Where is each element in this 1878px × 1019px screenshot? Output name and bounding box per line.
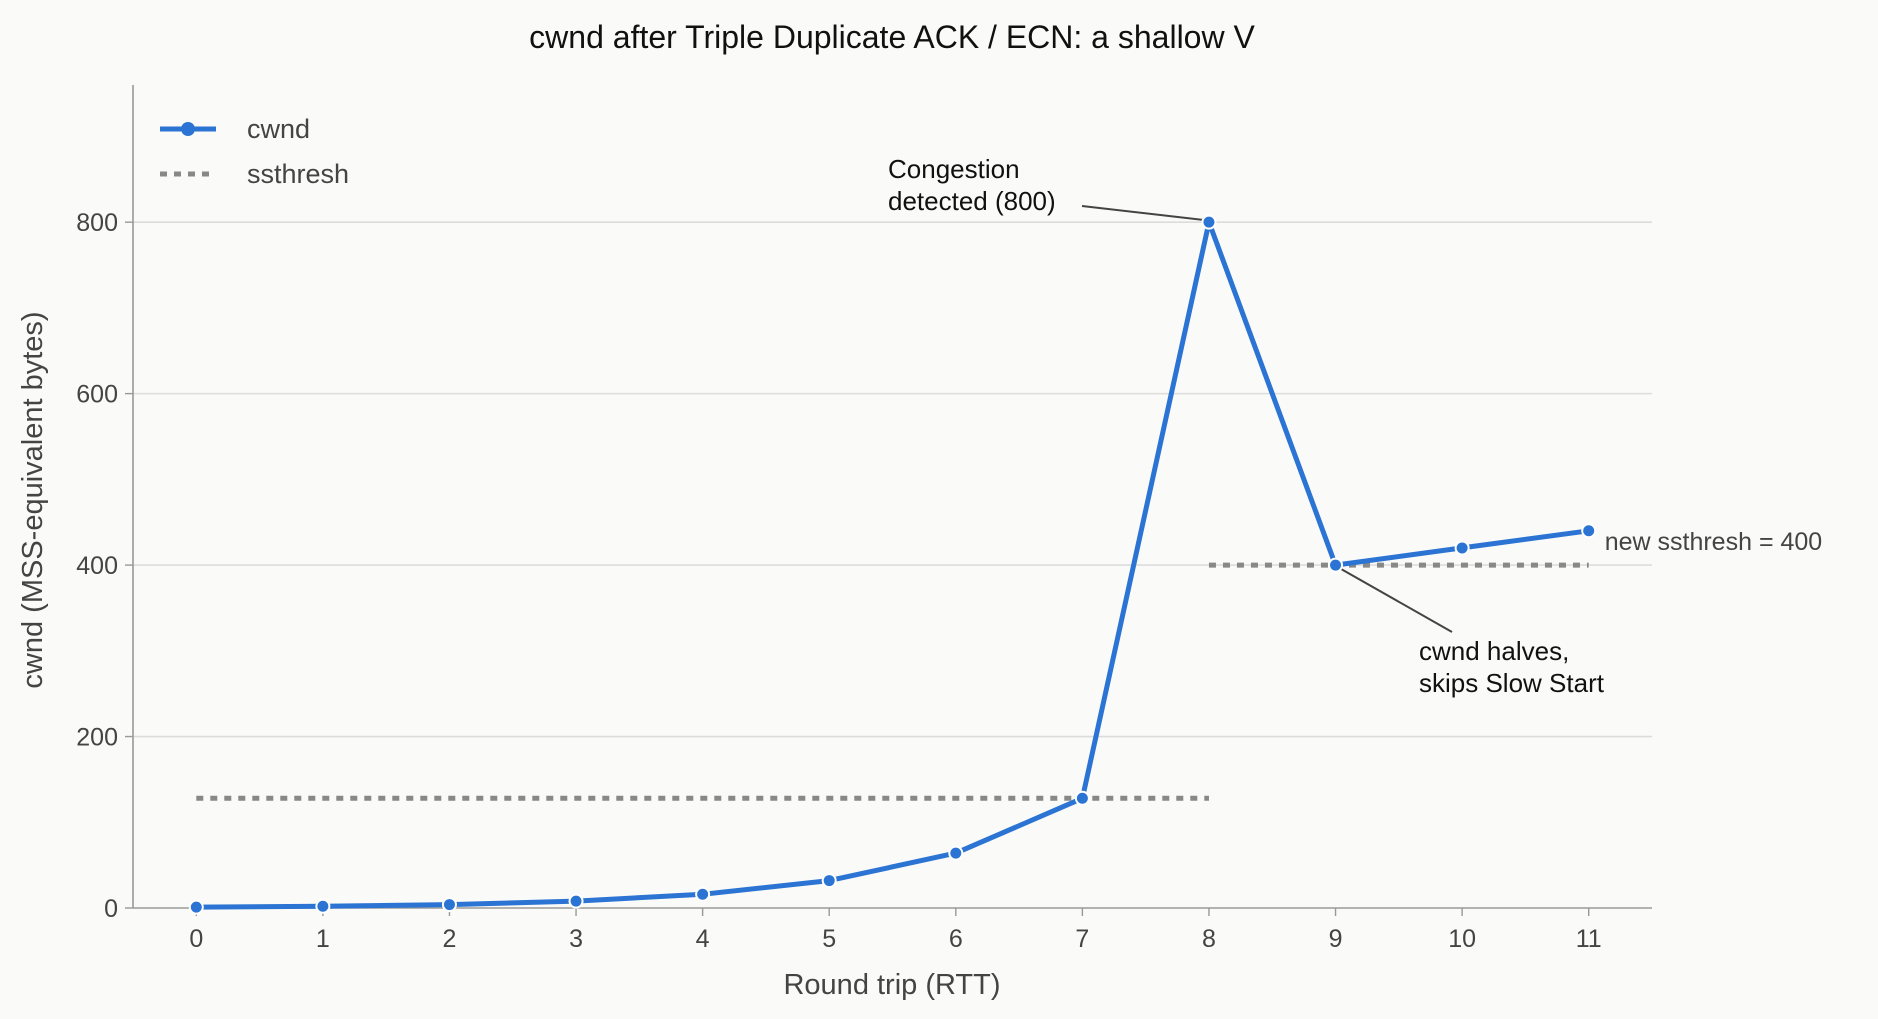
legend: cwnd ssthresh bbox=[160, 114, 349, 189]
cwnd-point bbox=[441, 897, 457, 913]
legend-cwnd-marker bbox=[181, 122, 195, 136]
annotation-leaders bbox=[1081, 205, 1453, 633]
y-tick-label: 400 bbox=[76, 552, 118, 580]
cwnd-point bbox=[1074, 790, 1090, 806]
x-tick-label: 9 bbox=[1329, 925, 1343, 953]
legend-label-ssthresh: ssthresh bbox=[247, 159, 349, 189]
y-tick-label: 0 bbox=[104, 895, 118, 923]
ssthresh-series bbox=[196, 562, 1589, 801]
x-tick-label: 6 bbox=[949, 925, 963, 953]
x-axis-label: Round trip (RTT) bbox=[783, 969, 1000, 1001]
x-tick-label: 3 bbox=[569, 925, 583, 953]
annotation-line: Congestion bbox=[888, 154, 1020, 184]
x-tick-label: 4 bbox=[696, 925, 710, 953]
cwnd-line bbox=[196, 219, 1590, 910]
y-axis-label: cwnd (MSS-equivalent bytes) bbox=[17, 311, 49, 688]
y-tick-label: 600 bbox=[76, 381, 118, 409]
cwnd-point bbox=[695, 886, 711, 902]
cwnd-point bbox=[948, 845, 964, 861]
cwnd-series bbox=[188, 214, 1597, 915]
y-tick-label: 800 bbox=[76, 209, 118, 237]
ssthresh-side-label: new ssthresh = 400 bbox=[1605, 528, 1823, 556]
cwnd-point bbox=[821, 873, 837, 889]
annotations: Congestion detected (800) cwnd halves, skip… bbox=[888, 154, 1822, 698]
annotation-leader bbox=[1339, 567, 1453, 633]
x-tick-label: 5 bbox=[822, 925, 836, 953]
cwnd-point bbox=[188, 899, 204, 915]
annotation-line: skips Slow Start bbox=[1419, 668, 1605, 698]
cwnd-point bbox=[1581, 523, 1597, 539]
x-tick-label: 0 bbox=[189, 925, 203, 953]
cwnd-point bbox=[1454, 540, 1470, 556]
cwnd-point bbox=[568, 893, 584, 909]
x-tick-label: 2 bbox=[443, 925, 457, 953]
x-tick-label: 10 bbox=[1448, 925, 1476, 953]
legend-label-cwnd: cwnd bbox=[247, 114, 310, 144]
annotation-congestion: Congestion detected (800) bbox=[888, 154, 1056, 216]
chart-title: cwnd after Triple Duplicate ACK / ECN: a… bbox=[529, 19, 1255, 55]
x-tick-label: 8 bbox=[1202, 925, 1216, 953]
grid-lines bbox=[133, 221, 1652, 738]
annotation-line: detected (800) bbox=[888, 186, 1056, 216]
annotation-leader bbox=[1081, 205, 1206, 222]
cwnd-point bbox=[1201, 214, 1217, 230]
cwnd-point bbox=[315, 898, 331, 914]
annotation-halves: cwnd halves, skips Slow Start bbox=[1419, 636, 1605, 698]
y-tick-label: 200 bbox=[76, 724, 118, 752]
x-tick-label: 7 bbox=[1075, 925, 1089, 953]
x-tick-label: 1 bbox=[316, 925, 330, 953]
tick-labels: 0 200 400 600 800 0 1 2 3 4 5 6 7 8 9 10 11 bbox=[76, 209, 1601, 953]
cwnd-point bbox=[1328, 557, 1344, 573]
annotation-line: cwnd halves, bbox=[1419, 636, 1569, 666]
x-tick-label: 11 bbox=[1576, 925, 1602, 953]
